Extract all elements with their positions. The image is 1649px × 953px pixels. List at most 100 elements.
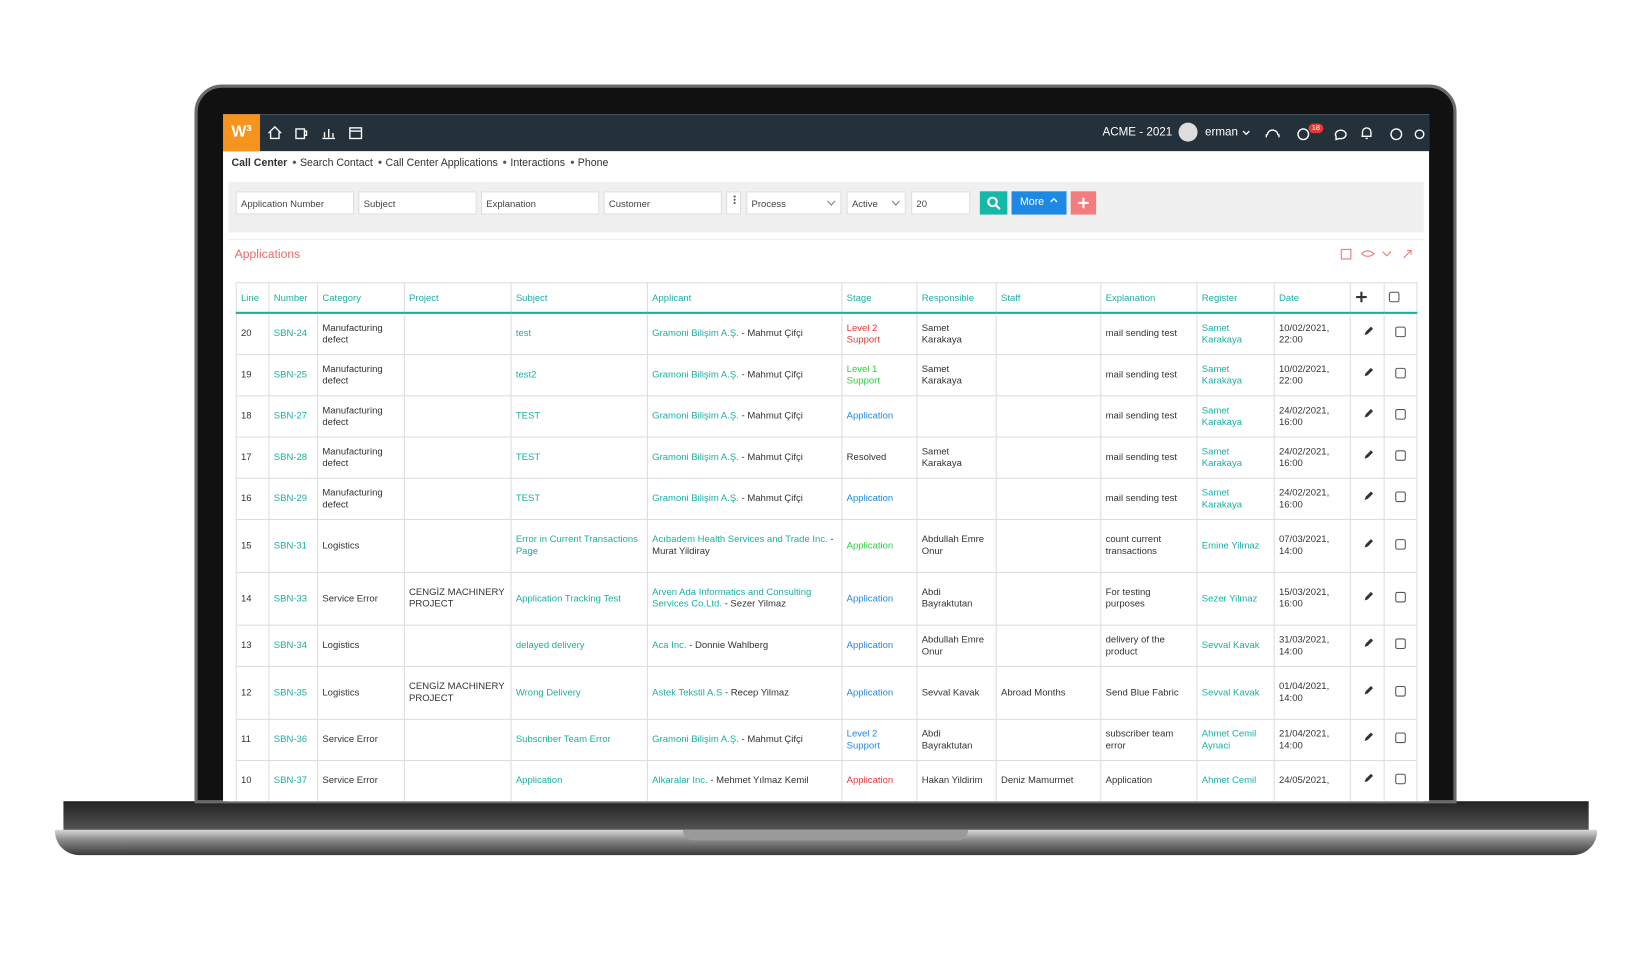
row-checkbox[interactable] [1383,665,1418,720]
row-checkbox[interactable] [1383,718,1418,761]
column-header[interactable]: Line [235,282,270,314]
applicant-company[interactable]: Acıbadem Health Services and Trade Inc. [652,533,828,545]
number-value[interactable]: SBN-29 [273,492,308,504]
more-button[interactable]: More [1011,191,1067,215]
applicant-company[interactable]: Gramoni Bilişim A.Ş. [652,410,739,421]
subject-value[interactable]: TEST [515,410,541,421]
filter-menu[interactable] [726,191,741,215]
edit-button[interactable] [1349,394,1385,438]
column-header[interactable]: Explanation [1100,282,1198,314]
applicant-company[interactable]: Astek Tekstil A.S [652,686,723,698]
applicant-company[interactable]: Gramoni Bilişim A.Ş. [652,451,739,462]
subject-value[interactable]: test2 [515,368,537,380]
register-value[interactable]: Ahmet Cemil [1201,774,1257,786]
edit-button[interactable] [1349,353,1385,396]
add-button[interactable] [1070,191,1097,215]
column-header[interactable]: Register [1196,282,1275,314]
edit-button[interactable] [1349,518,1385,573]
row-checkbox[interactable] [1383,353,1418,396]
register-value[interactable]: Ahmet Cemil Aynaci [1201,727,1257,750]
row-checkbox[interactable] [1383,571,1418,626]
subject-value[interactable]: Error in Current Transactions Page [515,533,638,556]
breadcrumb-item[interactable]: Phone [577,157,609,170]
column-header[interactable]: Date [1273,282,1351,314]
edit-button[interactable] [1349,624,1385,667]
column-header[interactable]: Applicant [646,282,843,314]
breadcrumb-item[interactable]: Search Contact [299,157,373,170]
edit-button[interactable] [1349,312,1385,355]
number-value[interactable]: SBN-27 [273,410,308,421]
register-value[interactable]: Sevval Kavak [1201,686,1260,698]
breadcrumb-item[interactable]: Call Center Applications [385,157,498,170]
number-value[interactable]: SBN-36 [273,733,308,745]
user-name[interactable]: erman [1204,125,1238,139]
applicant-company[interactable]: Alkaralar Inc. [652,774,708,786]
add-column[interactable] [1349,282,1385,314]
breadcrumb-item[interactable]: Interactions [510,157,566,170]
subject-value[interactable]: Application Tracking Test [515,592,621,604]
logo[interactable]: W³ [223,114,261,152]
number-value[interactable]: SBN-31 [273,539,308,551]
column-header[interactable]: Stage [841,282,918,314]
subject-value[interactable]: TEST [515,451,541,462]
edit-button[interactable] [1349,759,1385,802]
number-value[interactable]: SBN-25 [273,368,308,380]
search-button[interactable] [979,191,1008,215]
subject-value[interactable]: Application [515,774,563,786]
register-value[interactable]: Emine Yilmaz [1201,539,1260,551]
register-value[interactable]: Samet Karakaya [1201,486,1243,509]
row-checkbox[interactable] [1383,312,1418,355]
subject-value[interactable]: Subscriber Team Error [515,733,611,745]
row-checkbox[interactable] [1383,436,1418,479]
applicant-company[interactable]: Gramoni Bilişim A.Ş. [652,368,739,380]
applicant-company[interactable]: Gramoni Bilişim A.Ş. [652,327,739,339]
column-header[interactable]: Number [268,282,319,314]
edit-button[interactable] [1349,571,1385,626]
number-value[interactable]: SBN-33 [273,592,308,604]
subject-value[interactable]: test [515,327,532,339]
applicant-company[interactable]: Gramoni Bilişim A.Ş. [652,492,739,504]
row-checkbox[interactable] [1383,518,1418,573]
register-value[interactable]: Samet Karakaya [1201,363,1243,386]
company[interactable]: ACME - 2021 [1102,125,1173,139]
number-value[interactable]: SBN-24 [273,327,308,339]
subject-value[interactable]: Wrong Delivery [515,686,581,698]
avatar[interactable] [1178,122,1198,142]
filter-select[interactable]: Process [746,191,842,215]
register-value[interactable]: Samet Karakaya [1201,322,1243,345]
select-all[interactable] [1383,282,1418,314]
tool-icons[interactable] [1240,123,1429,144]
applicant-company[interactable]: Gramoni Bilişim A.Ş. [652,733,739,745]
number-value[interactable]: SBN-35 [273,686,308,698]
number-value[interactable]: SBN-28 [273,451,308,462]
number-value[interactable]: SBN-37 [273,774,308,786]
breadcrumb-item[interactable]: Call Center [231,157,288,170]
register-value[interactable]: Samet Karakaya [1201,404,1243,427]
row-checkbox[interactable] [1383,477,1418,520]
subject-value[interactable]: TEST [515,492,541,504]
column-header[interactable]: Category [317,282,405,314]
subject-value[interactable]: delayed delivery [515,639,585,651]
edit-button[interactable] [1349,665,1385,720]
edit-button[interactable] [1349,477,1385,520]
filter-input[interactable]: Application Number [235,191,355,215]
filter-input[interactable]: Explanation [480,191,600,215]
panel-icons[interactable] [1338,246,1423,261]
filter-select[interactable]: Active [846,191,906,215]
edit-button[interactable] [1349,718,1385,761]
row-checkbox[interactable] [1383,394,1418,438]
nav-icons[interactable] [265,123,371,144]
column-header[interactable]: Responsible [916,282,997,314]
row-checkbox[interactable] [1383,624,1418,667]
filter-input[interactable]: Customer [603,191,722,215]
filter-input[interactable]: Subject [358,191,477,215]
column-header[interactable]: Subject [510,282,648,314]
column-header[interactable]: Project [403,282,512,314]
row-checkbox[interactable] [1383,759,1418,802]
number-value[interactable]: SBN-34 [273,639,308,651]
applicant-company[interactable]: Arven Ada Informatics and Consulting Ser… [652,586,812,609]
edit-button[interactable] [1349,436,1385,479]
register-value[interactable]: Sezer Yilmaz [1201,592,1258,604]
applicant-company[interactable]: Aca Inc. [652,639,687,651]
count-input[interactable]: 20 [911,191,971,215]
